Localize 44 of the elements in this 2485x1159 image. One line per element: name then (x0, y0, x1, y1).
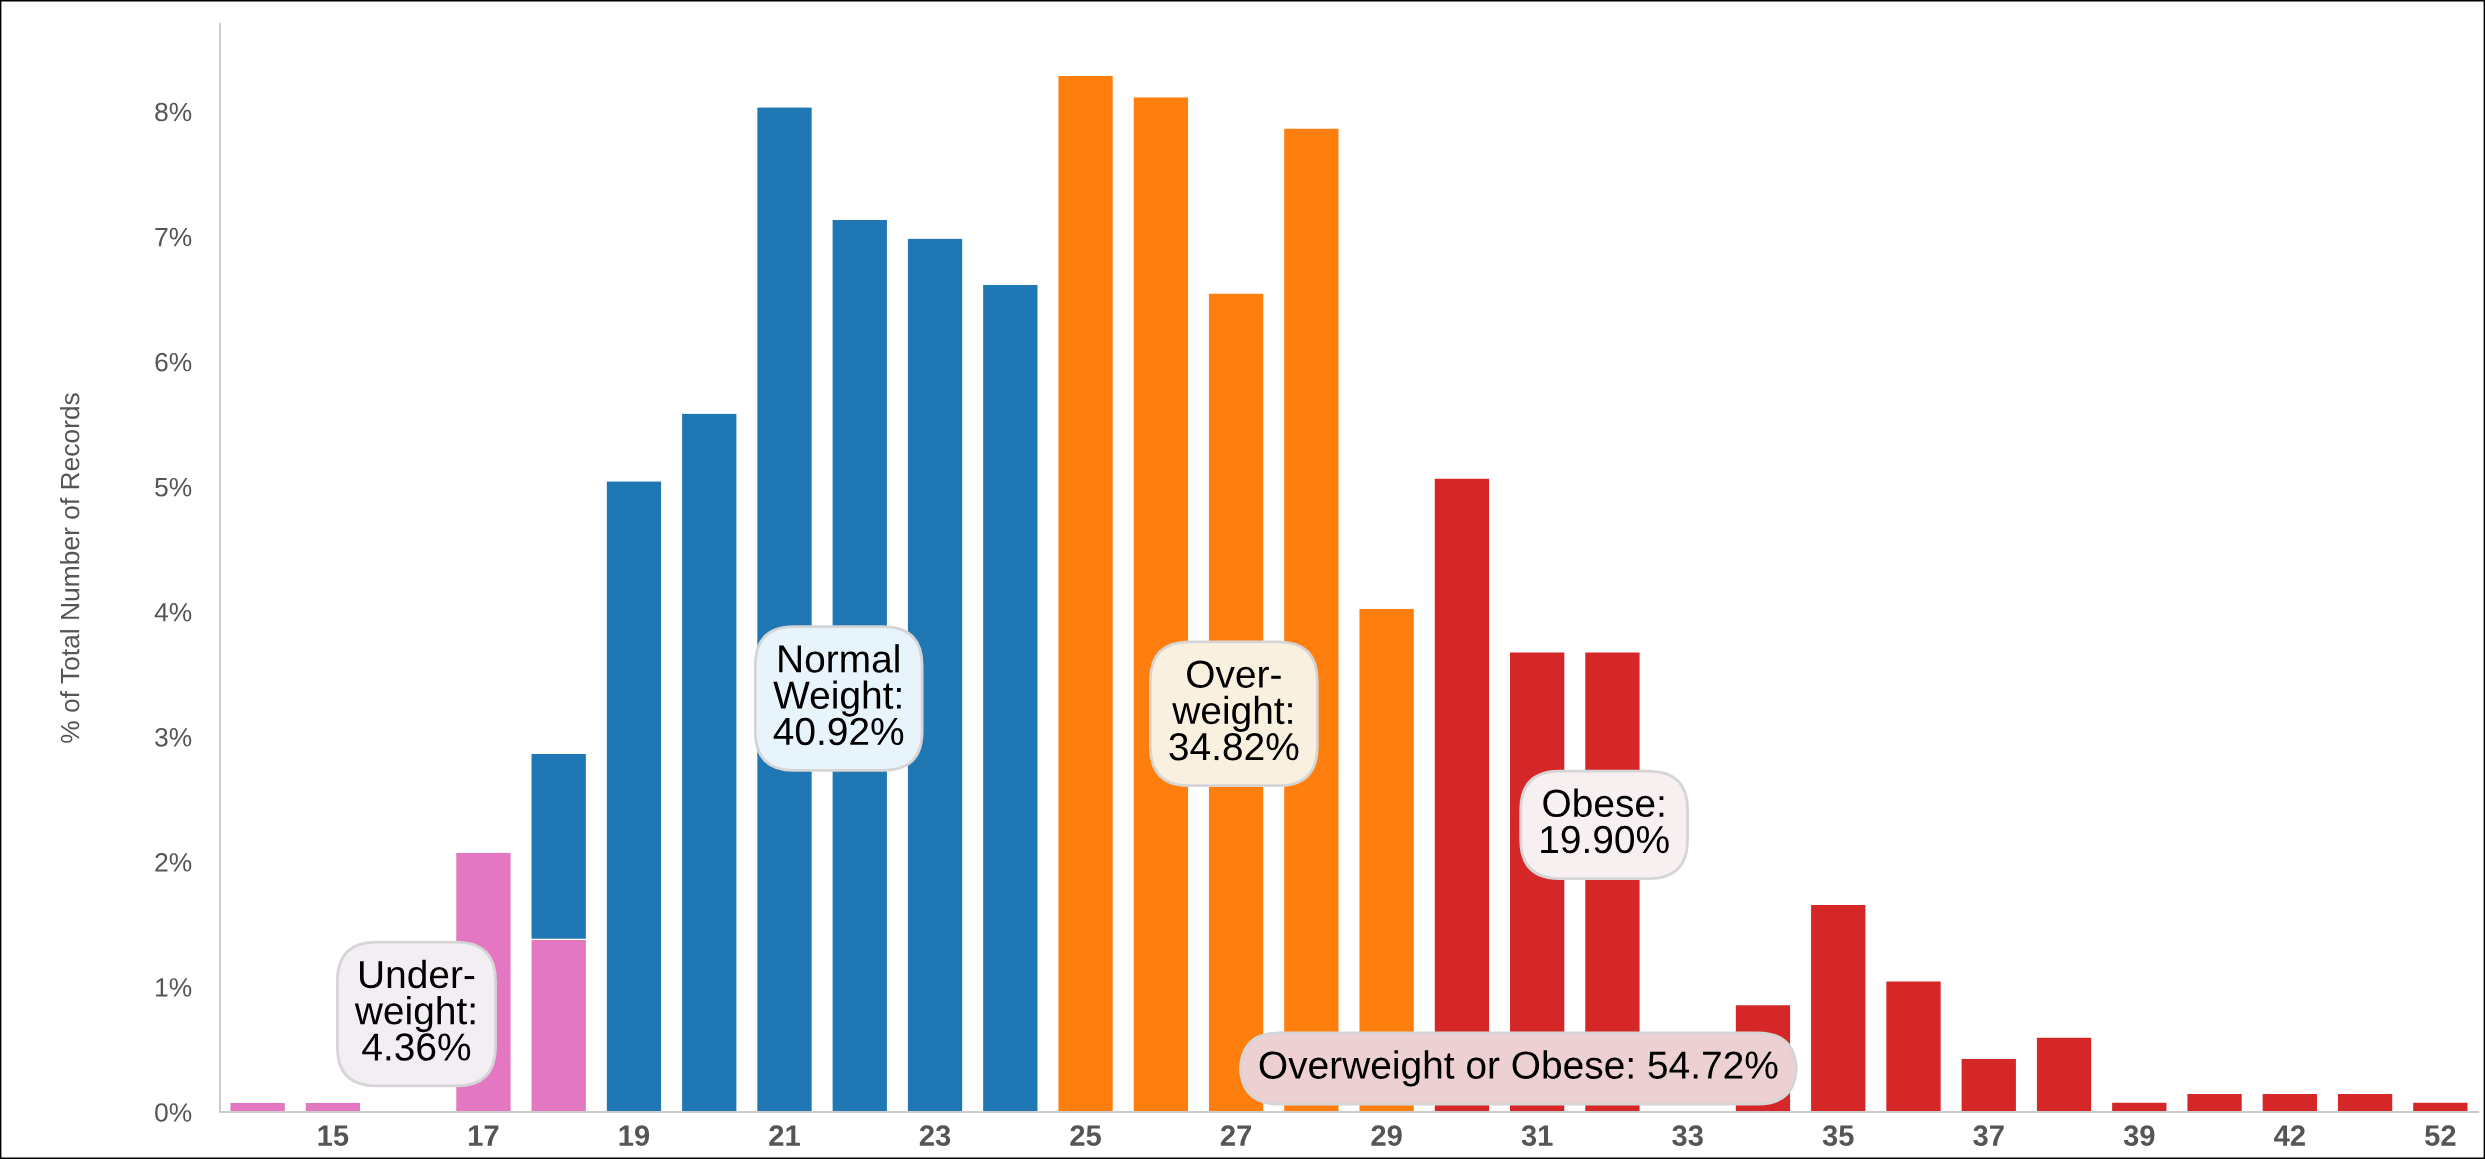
y-tick-label: 6% (155, 352, 192, 372)
annotation: Obese: 19.90% (1541, 788, 1669, 854)
x-tick-label: 25 (1070, 1125, 1101, 1146)
annotation: Normal Weight: 40.92% (773, 644, 904, 746)
x-tick-label: 15 (318, 1125, 349, 1146)
bar (1884, 979, 1943, 1112)
annotation: Over- weight: 34.82% (1169, 660, 1299, 761)
x-tick-label: 33 (1672, 1125, 1703, 1146)
bar (1057, 74, 1115, 1112)
y-tick-label: 3% (155, 727, 192, 747)
bar (906, 237, 964, 1112)
bar (2411, 1101, 2469, 1112)
x-tick-label: 42 (2274, 1125, 2305, 1146)
bar (2186, 1092, 2244, 1112)
x-tick-label: 39 (2123, 1125, 2155, 1146)
x-tick-label: 37 (1973, 1125, 2004, 1146)
y-tick-label: 2% (155, 853, 192, 872)
x-tick-label: 17 (469, 1125, 499, 1146)
bar (2336, 1092, 2394, 1112)
bar (680, 412, 738, 1112)
annotation: Under- weight: 4.36% (354, 959, 475, 1061)
bar (1960, 1057, 2018, 1112)
bar (2261, 1092, 2319, 1112)
y-tick-label: 0% (155, 1103, 192, 1122)
y-tick-label: 7% (155, 227, 192, 247)
bar (1809, 903, 1867, 1112)
bar (605, 479, 663, 1112)
y-tick-label: 5% (155, 477, 192, 497)
annotation: Overweight or Obese: 54.72% (1259, 1050, 1778, 1087)
x-tick-label: 52 (2425, 1125, 2456, 1146)
x-tick-label: 19 (619, 1125, 650, 1146)
x-tick-label: 35 (1822, 1125, 1854, 1146)
bar (981, 283, 1039, 1112)
x-tick-label: 29 (1371, 1125, 1402, 1146)
y-axis-title: % of Total Number of Records (60, 393, 80, 743)
y-tick-label: 8% (155, 102, 192, 122)
x-tick-label: 27 (1220, 1125, 1252, 1146)
x-tick-label: 31 (1521, 1125, 1553, 1146)
y-tick-label: 1% (156, 978, 192, 997)
x-tick-label: 21 (769, 1125, 800, 1146)
x-tick-label: 23 (919, 1125, 951, 1146)
bar (2035, 1036, 2093, 1112)
y-tick-label: 4% (154, 603, 192, 622)
bar (2110, 1101, 2168, 1112)
